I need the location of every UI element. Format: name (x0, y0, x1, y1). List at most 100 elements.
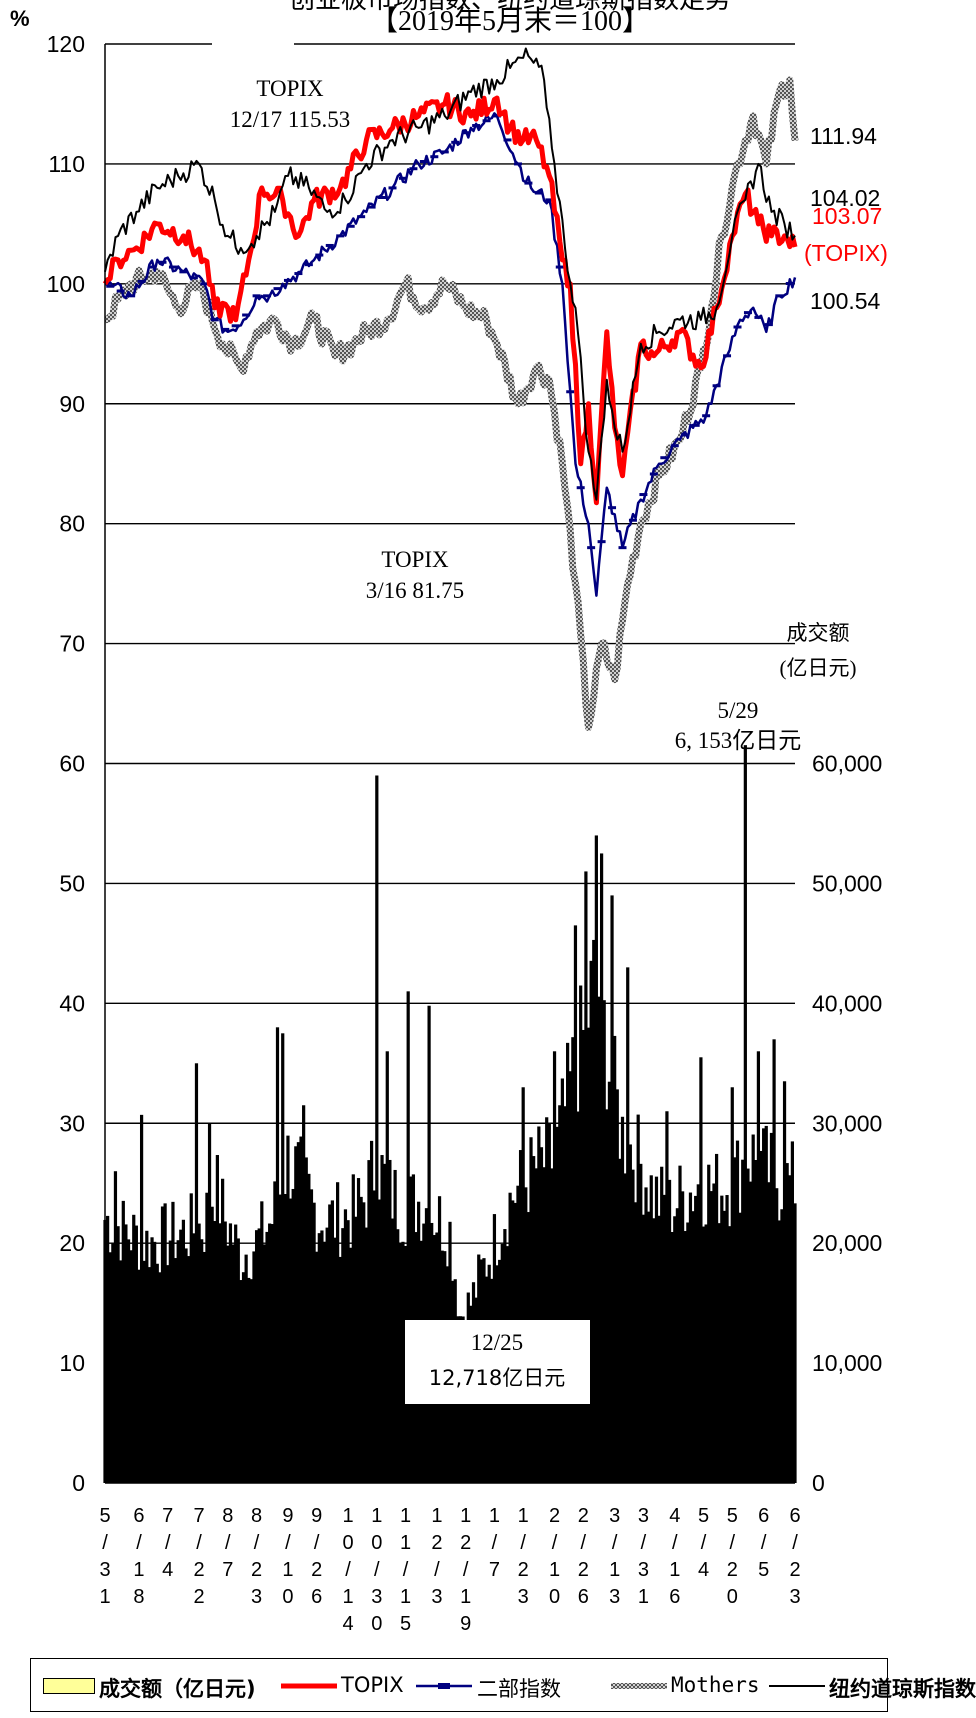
volume-bar (108, 1252, 112, 1483)
volume-bar (234, 1224, 238, 1483)
second-section-marker (503, 138, 512, 142)
volume-bar (236, 1238, 240, 1483)
svg-text:3: 3 (638, 1559, 649, 1581)
svg-text:/: / (403, 1559, 409, 1581)
svg-text:1: 1 (400, 1532, 411, 1554)
second-section-marker (137, 279, 146, 283)
volume-bar (555, 1126, 559, 1483)
volume-bar (793, 1203, 797, 1483)
volume-bar (223, 1221, 227, 1483)
volume-bar (558, 1105, 562, 1483)
svg-text:1: 1 (133, 1559, 144, 1581)
volume-bar (777, 1220, 781, 1483)
volume-bar (581, 1029, 585, 1483)
volume-bar (576, 1111, 580, 1483)
volume-bar (657, 1215, 661, 1483)
second-section-marker (315, 253, 324, 257)
volume-bar (568, 1071, 572, 1483)
volume-bar (202, 1251, 206, 1483)
x-tick-label: 2 / 1 0 (549, 1505, 560, 1608)
second-section-marker (451, 140, 460, 144)
volume-bar (351, 1174, 355, 1483)
volume-bar (537, 1126, 541, 1483)
svg-text:2: 2 (311, 1559, 322, 1581)
volume-bar (599, 853, 604, 1483)
end-label-topix: 103.07 (812, 203, 882, 229)
volume-bar (532, 1156, 536, 1483)
y-left-tick-label: 50 (59, 870, 85, 896)
volume-bar (518, 1150, 523, 1483)
svg-text:1: 1 (99, 1586, 110, 1608)
volume-bar (322, 1241, 327, 1483)
second-section-marker (294, 272, 303, 276)
y-left-tick-label: 80 (59, 511, 85, 537)
second-section-marker (168, 265, 177, 269)
second-section-marker (200, 282, 209, 286)
svg-text:0: 0 (727, 1586, 738, 1608)
volume-bar (278, 1194, 282, 1483)
svg-text:1: 1 (518, 1505, 529, 1527)
volume-bar (605, 1109, 609, 1483)
second-section-marker (419, 160, 428, 164)
x-tick-label: 9 / 2 6 (311, 1505, 322, 1608)
volume-bar (262, 1244, 267, 1483)
volume-bar (573, 925, 578, 1483)
volume-bar (210, 1206, 214, 1483)
second-section-marker (325, 243, 334, 247)
second-section-marker (179, 270, 188, 274)
second-section-marker (116, 289, 125, 293)
volume-bar (137, 1269, 141, 1483)
x-tick-label: 8 / 7 (222, 1505, 233, 1581)
volume-bar (116, 1226, 120, 1483)
volume-bar (283, 1194, 287, 1483)
svg-text:2: 2 (727, 1559, 738, 1581)
volume-bar (231, 1244, 235, 1483)
svg-text:6: 6 (311, 1586, 322, 1608)
second-section-marker (263, 294, 272, 298)
volume-bar (139, 1114, 144, 1483)
svg-text:1: 1 (460, 1505, 471, 1527)
annotation-topix-high-value: 12/17 115.53 (230, 107, 351, 132)
volume-bar (132, 1214, 136, 1483)
svg-text:3: 3 (789, 1586, 800, 1608)
volume-bar (181, 1219, 186, 1483)
svg-text:8: 8 (251, 1505, 262, 1527)
second-section-marker (691, 423, 700, 427)
volume-bar (121, 1200, 125, 1483)
volume-bar (547, 1123, 551, 1483)
svg-text:/: / (225, 1532, 231, 1554)
volume-bar (247, 1277, 251, 1483)
second-section-marker (493, 114, 502, 118)
index-lines (102, 47, 799, 731)
x-tick-label: 4 / 1 6 (669, 1505, 680, 1608)
volume-bar (712, 1183, 716, 1483)
svg-text:2: 2 (578, 1505, 589, 1527)
volume-bar (158, 1272, 162, 1483)
x-tick-label: 2 / 2 6 (578, 1505, 589, 1608)
volume-bar (623, 1173, 627, 1483)
svg-text:4: 4 (162, 1559, 173, 1581)
svg-text:4: 4 (343, 1613, 354, 1635)
volume-bar (639, 1163, 643, 1483)
svg-text:/: / (612, 1532, 618, 1554)
x-tick-label: 3 / 3 1 (638, 1505, 649, 1608)
volume-bar (119, 1260, 123, 1483)
svg-text:2: 2 (578, 1559, 589, 1581)
volume-bar (398, 1242, 402, 1483)
x-tick-label: 7 / 2 2 (194, 1505, 205, 1608)
volume-bar (464, 1334, 468, 1483)
svg-text:/: / (136, 1532, 142, 1554)
volume-bar (270, 1224, 274, 1483)
volume-bar (683, 1231, 687, 1483)
volume-bar (652, 1218, 656, 1483)
volume-bar (701, 1226, 706, 1483)
svg-text:2: 2 (194, 1559, 205, 1581)
y-right-unit-suffix: (亿日元) (780, 656, 857, 680)
svg-text:1: 1 (343, 1586, 354, 1608)
second-section-marker (670, 444, 679, 448)
volume-bar (633, 1202, 638, 1483)
second-section-marker (482, 119, 491, 123)
second-section-marker (283, 278, 292, 282)
second-section-marker (775, 294, 784, 298)
